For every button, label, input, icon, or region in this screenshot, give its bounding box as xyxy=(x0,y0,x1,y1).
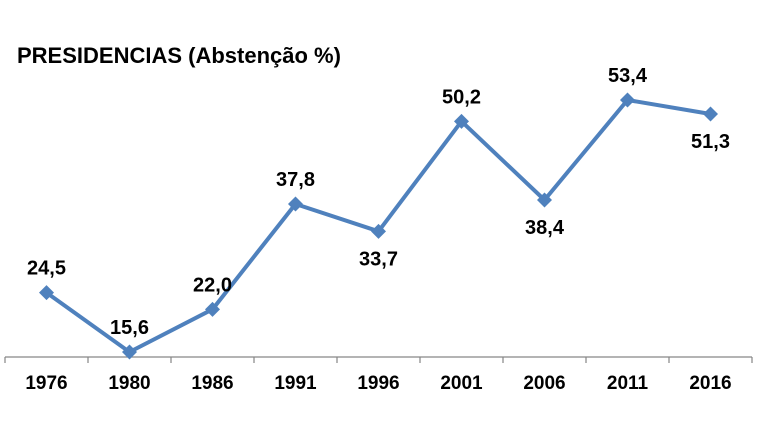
data-point-marker xyxy=(205,301,220,317)
data-point-marker xyxy=(122,344,137,360)
x-tick-label: 1991 xyxy=(274,373,317,394)
x-tick-label: 1976 xyxy=(25,373,67,394)
x-tick-label: 2016 xyxy=(689,373,731,394)
data-label: 38,4 xyxy=(525,217,565,239)
data-point-marker xyxy=(620,92,635,108)
data-point-marker xyxy=(537,192,552,208)
data-label: 53,4 xyxy=(608,65,648,87)
data-labels: 24,5 15,6 22,0 37,8 33,7 50,2 38,4 53,4 51,3 xyxy=(27,65,730,339)
data-label: 22,0 xyxy=(193,274,232,296)
data-point-marker xyxy=(703,106,718,122)
x-tick-label: 1996 xyxy=(357,373,399,394)
x-tick-label: 2011 xyxy=(607,373,649,394)
x-axis-ticks xyxy=(4,357,753,363)
series-group xyxy=(39,92,718,360)
data-point-marker xyxy=(288,196,303,212)
data-label: 24,5 xyxy=(27,258,66,280)
data-label: 15,6 xyxy=(110,317,149,339)
data-label: 50,2 xyxy=(442,86,481,108)
data-label: 51,3 xyxy=(691,131,730,153)
x-tick-label: 1980 xyxy=(108,373,150,394)
data-label: 33,7 xyxy=(359,248,398,270)
x-tick-label: 1986 xyxy=(191,373,233,394)
data-point-marker xyxy=(371,223,386,239)
x-tick-label: 2006 xyxy=(523,373,565,394)
data-point-marker xyxy=(454,113,469,129)
data-point-marker xyxy=(39,285,54,301)
data-label: 37,8 xyxy=(276,169,315,191)
x-tick-label: 2001 xyxy=(440,373,483,394)
chart-title: PRESIDENCIAS (Abstenção %) xyxy=(17,43,341,68)
x-axis-tick-labels: 1976 1980 1986 1991 1996 2001 2006 2011 2016 xyxy=(25,373,731,394)
